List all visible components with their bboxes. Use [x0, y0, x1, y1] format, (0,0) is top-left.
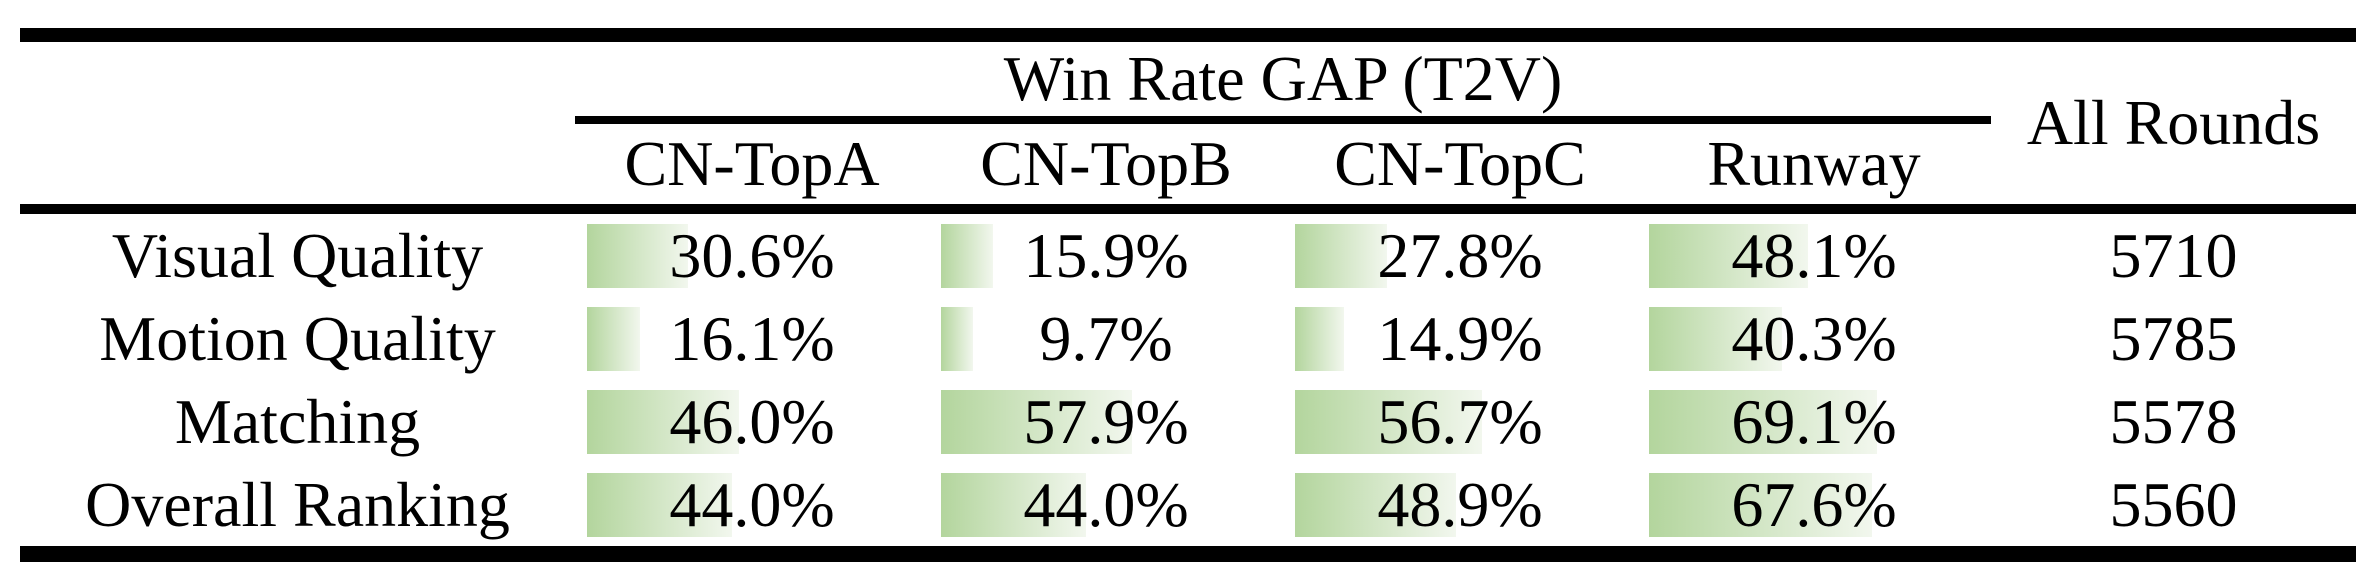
gap-cell: 14.9% — [1283, 297, 1637, 380]
empty-corner-cell — [20, 35, 575, 120]
row-label: Visual Quality — [111, 219, 484, 291]
all-rounds-value: 5710 — [2109, 219, 2238, 291]
table-row-motion-quality: Motion Quality 16.1% 9.7% 14.9% 40.3% 57… — [20, 297, 2356, 380]
gap-value: 9.7% — [1039, 302, 1173, 374]
win-rate-bar — [1295, 389, 1483, 454]
column-header-cn-topb: CN-TopB — [980, 128, 1232, 199]
gap-cell: 56.7% — [1283, 380, 1637, 463]
gap-value: 48.9% — [1377, 468, 1543, 540]
gap-cell: 46.0% — [575, 380, 929, 463]
gap-value: 69.1% — [1731, 385, 1897, 457]
gap-cell: 48.9% — [1283, 463, 1637, 554]
column-header-all-rounds: All Rounds — [2026, 87, 2321, 158]
win-rate-bar — [587, 389, 739, 454]
row-label: Matching — [174, 385, 421, 457]
win-rate-bar — [587, 223, 688, 288]
win-rate-bar — [1295, 472, 1457, 537]
gap-value: 56.7% — [1377, 385, 1543, 457]
table-row-visual-quality: Visual Quality 30.6% 15.9% 27.8% 48.1% 5… — [20, 209, 2356, 297]
win-rate-bar — [941, 472, 1087, 537]
gap-value: 16.1% — [669, 302, 835, 374]
gap-cell: 44.0% — [575, 463, 929, 554]
win-rate-bar — [1649, 223, 1808, 288]
gap-cell: 69.1% — [1637, 380, 1991, 463]
empty-label-header-cell — [20, 120, 575, 209]
gap-value: 46.0% — [669, 385, 835, 457]
gap-cell: 16.1% — [575, 297, 929, 380]
gap-cell: 9.7% — [929, 297, 1283, 380]
gap-value: 15.9% — [1023, 219, 1189, 291]
group-header-win-rate-gap: Win Rate GAP (T2V) — [575, 35, 1991, 124]
win-rate-bar — [1649, 306, 1782, 371]
all-rounds-value: 5785 — [2109, 302, 2238, 374]
gap-value: 30.6% — [669, 219, 835, 291]
all-rounds-value: 5578 — [2109, 385, 2238, 457]
gap-cell: 15.9% — [929, 209, 1283, 297]
row-label: Motion Quality — [99, 302, 496, 374]
win-rate-bar — [941, 306, 973, 371]
gap-value: 67.6% — [1731, 468, 1897, 540]
column-header-cn-topa: CN-TopA — [624, 128, 880, 199]
win-rate-bar — [1649, 472, 1873, 537]
gap-value: 44.0% — [1023, 468, 1189, 540]
gap-value: 27.8% — [1377, 219, 1543, 291]
win-rate-bar — [1295, 306, 1345, 371]
gap-value: 14.9% — [1377, 302, 1543, 374]
win-rate-bar — [941, 223, 994, 288]
all-rounds-value: 5560 — [2109, 468, 2238, 540]
table-row-overall-ranking: Overall Ranking 44.0% 44.0% 48.9% 67.6% … — [20, 463, 2356, 554]
win-rate-bar — [587, 306, 641, 371]
gap-cell: 40.3% — [1637, 297, 1991, 380]
gap-cell: 48.1% — [1637, 209, 1991, 297]
table-row-matching: Matching 46.0% 57.9% 56.7% 69.1% 5578 — [20, 380, 2356, 463]
win-rate-gap-table: Win Rate GAP (T2V) All Rounds CN-TopA CN… — [20, 28, 2356, 562]
row-label: Overall Ranking — [85, 468, 510, 540]
gap-cell: 30.6% — [575, 209, 929, 297]
win-rate-bar — [941, 389, 1133, 454]
gap-cell: 44.0% — [929, 463, 1283, 554]
gap-cell: 57.9% — [929, 380, 1283, 463]
gap-value: 48.1% — [1731, 219, 1897, 291]
column-header-runway: Runway — [1707, 128, 1921, 199]
column-header-cn-topc: CN-TopC — [1334, 128, 1586, 199]
gap-cell: 67.6% — [1637, 463, 1991, 554]
win-rate-bar — [587, 472, 733, 537]
win-rate-bar — [1295, 223, 1387, 288]
gap-value: 40.3% — [1731, 302, 1897, 374]
gap-value: 57.9% — [1023, 385, 1189, 457]
win-rate-bar — [1649, 389, 1878, 454]
gap-cell: 27.8% — [1283, 209, 1637, 297]
gap-value: 44.0% — [669, 468, 835, 540]
